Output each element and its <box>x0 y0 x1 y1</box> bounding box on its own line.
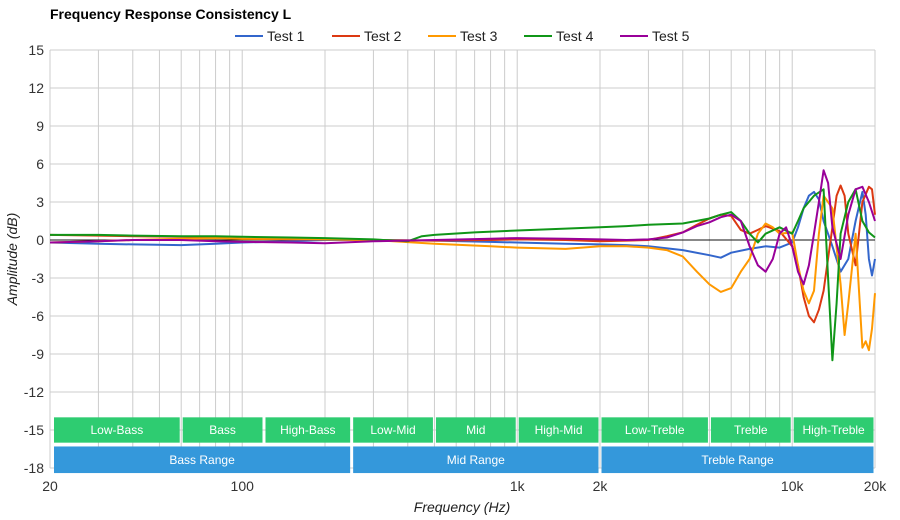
y-tick-label: 9 <box>36 118 44 134</box>
x-axis-title: Frequency (Hz) <box>414 499 510 515</box>
sub-range-band-label: Treble <box>734 423 768 437</box>
sub-range-band-label: High-Mid <box>535 423 583 437</box>
sub-range-band <box>353 417 433 443</box>
range-band-label: Treble Range <box>701 453 774 467</box>
y-tick-label: 12 <box>28 80 44 96</box>
range-band-label: Bass Range <box>169 453 235 467</box>
y-tick-label: -6 <box>32 308 45 324</box>
series-lines <box>49 169 876 362</box>
y-tick-label: 0 <box>36 232 44 248</box>
x-tick-label: 10k <box>781 478 805 494</box>
legend-label-test-2: Test 2 <box>364 28 402 44</box>
x-axis-ticks: 20 100 1k 2k 10k 20k <box>42 478 887 494</box>
y-tick-label: -12 <box>24 384 44 400</box>
sub-range-band <box>710 417 791 443</box>
sub-range-band <box>265 417 351 443</box>
y-tick-label: -9 <box>32 346 45 362</box>
sub-range-band-label: Mid <box>466 423 485 437</box>
legend-label-test-4: Test 4 <box>556 28 594 44</box>
sub-range-band-label: Low-Treble <box>625 423 685 437</box>
y-tick-label: 15 <box>28 42 44 58</box>
grid <box>49 49 876 469</box>
sub-range-band <box>793 417 874 443</box>
x-tick-label: 100 <box>231 478 255 494</box>
sub-range-band-label: Low-Mid <box>370 423 415 437</box>
sub-range-band <box>518 417 599 443</box>
y-tick-label: -15 <box>24 422 44 438</box>
range-band-label: Mid Range <box>447 453 505 467</box>
sub-range-band-label: High-Bass <box>280 423 335 437</box>
sub-range-band <box>601 417 708 443</box>
x-tick-label: 1k <box>510 478 526 494</box>
y-axis-title: Amplitude (dB) <box>4 213 20 307</box>
sub-range-band <box>435 417 516 443</box>
legend-label-test-5: Test 5 <box>652 28 690 44</box>
sub-range-band-label: Bass <box>209 423 236 437</box>
sub-range-band-label: High-Treble <box>802 423 865 437</box>
sub-range-band <box>182 417 263 443</box>
range-band <box>601 446 874 474</box>
series-line-test-3 <box>49 194 876 352</box>
range-band <box>54 446 351 474</box>
y-tick-label: -3 <box>32 270 45 286</box>
chart-title: Frequency Response Consistency L <box>50 6 292 22</box>
legend-label-test-1: Test 1 <box>267 28 305 44</box>
y-axis-ticks: 15 12 9 6 3 0 -3 -6 -9 -12 -15 -18 <box>24 42 44 476</box>
legend: Test 1 Test 2 Test 3 Test 4 Test 5 <box>235 28 690 44</box>
y-tick-label: 3 <box>36 194 44 210</box>
x-tick-label: 2k <box>593 478 609 494</box>
x-tick-label: 20 <box>42 478 58 494</box>
sub-range-band-label: Low-Bass <box>91 423 144 437</box>
x-tick-label: 20k <box>864 478 888 494</box>
sub-range-band <box>54 417 180 443</box>
series-line-test-4 <box>50 188 876 362</box>
legend-label-test-3: Test 3 <box>460 28 498 44</box>
y-tick-label: 6 <box>36 156 44 172</box>
frequency-bands: Low-Bass Bass High-Bass Low-Mid Mid High-Mid L… <box>54 417 874 474</box>
series-line-test-5 <box>49 169 876 286</box>
series-line-test-1 <box>49 190 876 277</box>
y-tick-label: -18 <box>24 460 44 476</box>
range-band <box>353 446 599 474</box>
